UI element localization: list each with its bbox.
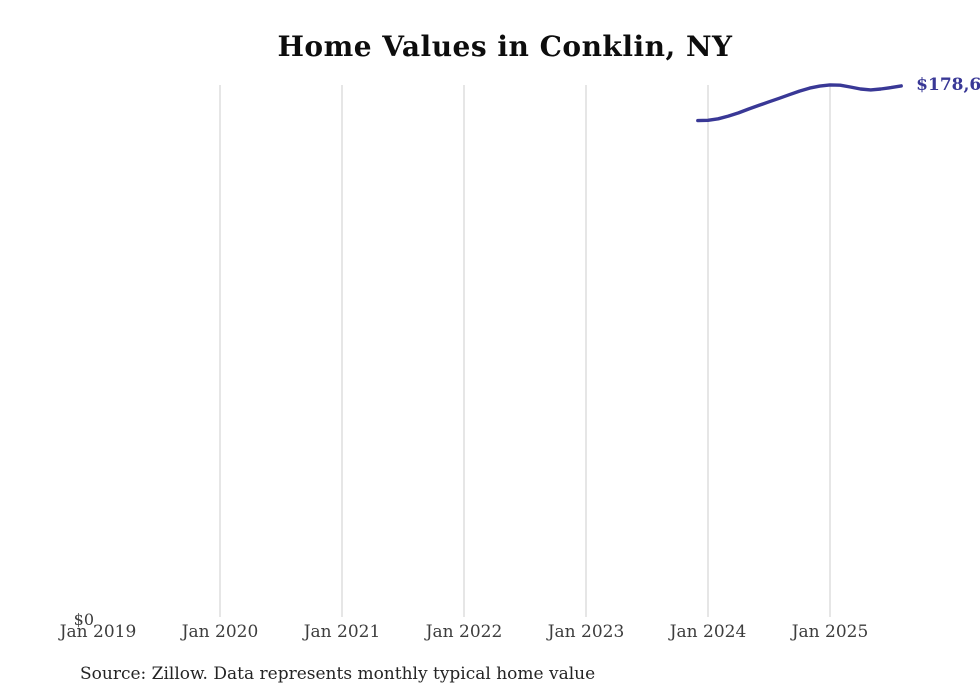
x-tick-jan-2020: Jan 2020: [181, 622, 259, 642]
x-tick-jan-2021: Jan 2021: [303, 622, 381, 642]
chart-title: Home Values in Conklin, NY: [277, 30, 733, 63]
home-value-series-line: [696, 83, 903, 123]
y-axis-zero-label: $0: [73, 610, 94, 629]
x-tick-jan-2025: Jan 2025: [791, 622, 869, 642]
x-tick-jan-2022: Jan 2022: [425, 622, 503, 642]
x-tick-jan-2024: Jan 2024: [669, 622, 747, 642]
latest-value-label: $178,644: [916, 74, 980, 95]
x-tick-jan-2019: Jan 2019: [59, 622, 137, 642]
source-note: Source: Zillow. Data represents monthly …: [80, 664, 596, 684]
x-tick-jan-2023: Jan 2023: [547, 622, 625, 642]
